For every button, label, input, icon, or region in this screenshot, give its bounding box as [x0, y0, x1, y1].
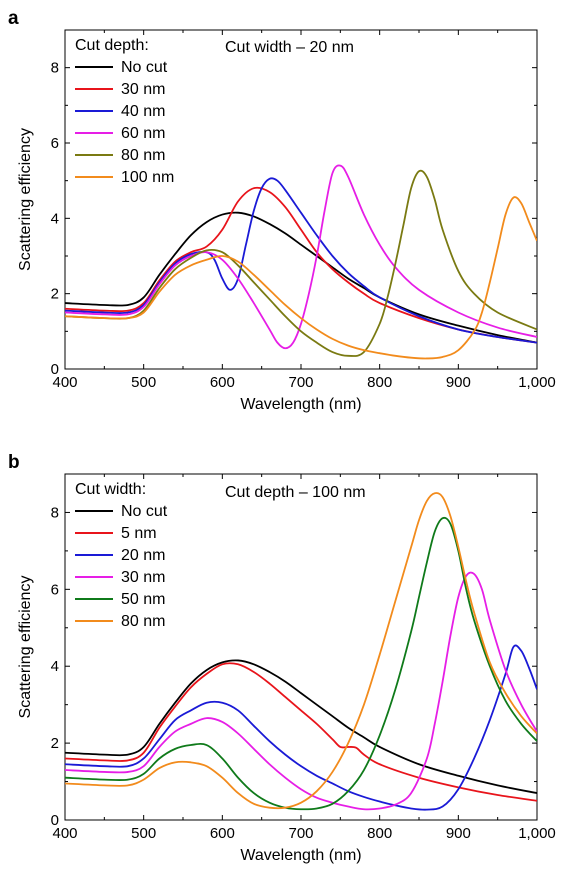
y-tick-label: 4 — [51, 210, 59, 227]
x-tick-label: 600 — [210, 374, 235, 391]
x-tick-label: 400 — [52, 825, 77, 842]
y-tick-label: 6 — [51, 581, 59, 598]
series-line-80-nm — [65, 492, 537, 810]
x-tick-label: 600 — [210, 825, 235, 842]
x-tick-label: 700 — [288, 825, 313, 842]
legend-entry: 60 nm — [121, 125, 165, 142]
chart-panel-a: a 400 500 600 700 800 900 1,000 0 2 4 6 8 Wavelength … — [8, 8, 556, 413]
legend-entry: 5 nm — [121, 525, 157, 542]
x-tick-label: 900 — [446, 374, 471, 391]
legend-entry: No cut — [121, 59, 168, 76]
y-tick-label: 8 — [51, 504, 59, 521]
panel-letter: b — [8, 452, 20, 473]
y-tick-label: 8 — [51, 60, 59, 77]
legend-entry: 80 nm — [121, 147, 165, 164]
legend-entry: 30 nm — [121, 569, 165, 586]
x-tick-label: 500 — [131, 374, 156, 391]
series-line-30-nm — [65, 571, 537, 811]
x-tick-label: 800 — [367, 374, 392, 391]
series-line-60-nm — [65, 164, 537, 350]
series-line-80-nm — [65, 169, 537, 357]
y-tick-label: 2 — [51, 735, 59, 752]
legend-entry: 20 nm — [121, 547, 165, 564]
series-line-100-nm — [65, 196, 537, 360]
series-line-no-cut — [65, 659, 537, 794]
series-line-5-nm — [65, 662, 537, 802]
x-tick-label: 1,000 — [518, 374, 556, 391]
legend-entry: 80 nm — [121, 613, 165, 630]
x-axis-label: Wavelength (nm) — [240, 396, 361, 413]
x-tick-label: 1,000 — [518, 825, 556, 842]
legend-title: Cut width: — [75, 481, 146, 498]
chart-annotation: Cut depth – 100 nm — [225, 484, 366, 501]
series-line-20-nm — [65, 644, 537, 811]
chart-panel-b: b 400 500 600 700 800 900 1,000 0 2 4 6 8 Wavelength … — [8, 452, 556, 864]
y-axis-label: Scattering efficiency — [17, 576, 34, 719]
series-line-50-nm — [65, 516, 537, 811]
y-tick-label: 2 — [51, 286, 59, 303]
panel-letter: a — [8, 8, 19, 29]
legend-entry: 40 nm — [121, 103, 165, 120]
y-tick-label: 0 — [51, 361, 59, 378]
x-tick-label: 900 — [446, 825, 471, 842]
x-tick-label: 400 — [52, 374, 77, 391]
series-line-40-nm — [65, 177, 537, 344]
x-tick-label: 800 — [367, 825, 392, 842]
series-line-30-nm — [65, 186, 537, 344]
legend-entry: 100 nm — [121, 169, 174, 186]
y-axis-label: Scattering efficiency — [17, 128, 34, 271]
x-tick-label: 500 — [131, 825, 156, 842]
x-axis-label: Wavelength (nm) — [240, 847, 361, 864]
legend-entry: 30 nm — [121, 81, 165, 98]
legend-entry: No cut — [121, 503, 168, 520]
chart-annotation: Cut width – 20 nm — [225, 39, 354, 56]
y-tick-label: 4 — [51, 658, 59, 675]
x-tick-label: 700 — [288, 374, 313, 391]
y-tick-label: 0 — [51, 812, 59, 829]
legend-entry: 50 nm — [121, 591, 165, 608]
y-tick-label: 6 — [51, 135, 59, 152]
legend-title: Cut depth: — [75, 37, 149, 54]
